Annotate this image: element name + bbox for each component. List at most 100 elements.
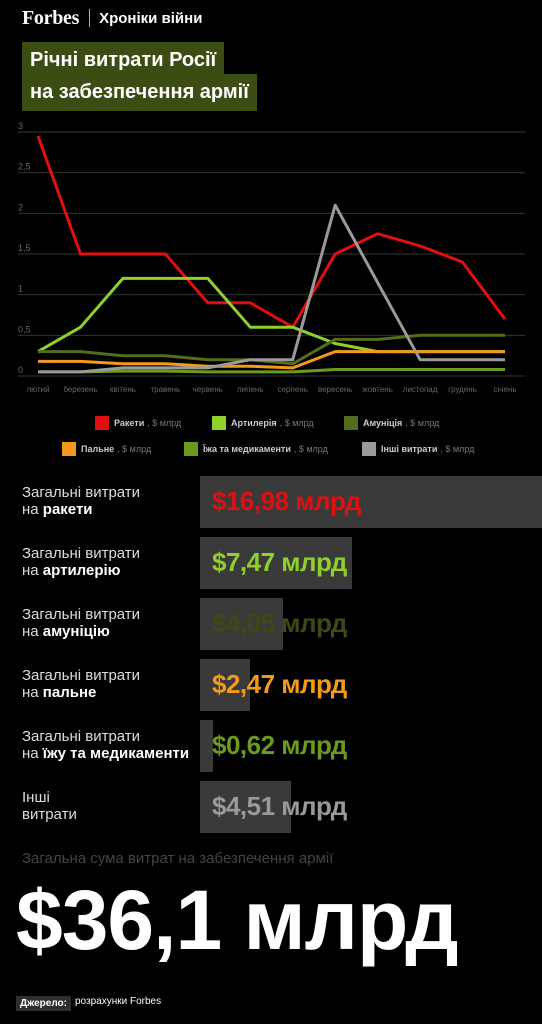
series-line <box>36 135 507 329</box>
legend-swatch <box>362 442 376 456</box>
x-tick-label: травень <box>150 385 180 394</box>
x-tick-label: червень <box>193 385 223 394</box>
total-row-label: Інші витрати <box>22 789 202 823</box>
y-tick-label: 1,5 <box>18 243 31 253</box>
total-row-label-line2: витрати <box>22 806 77 823</box>
total-row-label-line1: Загальні витрати <box>22 545 141 562</box>
grand-total-label: Загальна сума витрат на забезпечення арм… <box>22 850 334 867</box>
total-row-label: Загальні витрати на артилерію <box>22 545 202 579</box>
legend-item: Їжа та медикаменти, $ млрд <box>184 442 328 456</box>
title-line-1: Річні витрати Росії <box>30 49 217 71</box>
line-chart: 0 0,5 1 1,5 2 2,5 3 лютий березень квітень травень… <box>18 121 525 394</box>
title-line-2: на забезпечення армії <box>30 81 249 103</box>
legend-swatch <box>184 442 198 456</box>
total-row-label: Загальні витрати на ракети <box>22 484 202 518</box>
legend-item: Інші витрати, $ млрд <box>362 442 474 456</box>
x-tick-label: жовтень <box>362 385 392 394</box>
total-row-bar <box>200 537 352 589</box>
legend-unit: , $ млрд <box>117 444 152 454</box>
legend-swatch <box>62 442 76 456</box>
legend-item: Артилерія, $ млрд <box>212 416 314 430</box>
title-line-1-box: Річні витрати Росії <box>22 42 225 79</box>
y-tick-label: 2,5 <box>18 162 31 172</box>
section-title: Хроніки війни <box>99 9 203 27</box>
legend-swatch <box>212 416 226 430</box>
y-tick-label: 1 <box>18 284 23 294</box>
series-line <box>38 333 505 366</box>
total-row-label-line1: Загальні витрати <box>22 606 141 623</box>
total-row-value: $4,51 млрд <box>212 791 347 821</box>
legend-label: Ракети <box>114 418 145 428</box>
x-tick-label: листопад <box>403 385 438 394</box>
legend-item: Ракети, $ млрд <box>95 416 181 430</box>
total-row-label-line1: Загальні витрати <box>22 484 141 501</box>
x-tick-label: липень <box>237 385 264 394</box>
series-line <box>38 368 505 374</box>
legend-unit: , $ млрд <box>293 444 328 454</box>
total-row: Загальні витрати на амуніцію $4,05 млрд <box>22 598 532 650</box>
total-row-label-line2: на <box>22 684 43 701</box>
total-row: Загальні витрати на артилерію $7,47 млрд <box>22 537 532 589</box>
x-tick-label: серпень <box>278 385 308 394</box>
header: Forbes Хроніки війни <box>22 6 202 30</box>
legend-label: Амуніція <box>363 418 403 428</box>
series-line <box>38 350 505 370</box>
total-row-label-bold: пальне <box>42 684 97 701</box>
legend-unit: , $ млрд <box>147 418 182 428</box>
total-row: Загальні витрати на пальне $2,47 млрд <box>22 659 532 711</box>
y-tick-label: 3 <box>18 121 23 131</box>
legend-swatch <box>95 416 109 430</box>
y-tick-label: 2 <box>18 202 23 212</box>
y-tick-label: 0,5 <box>18 324 31 334</box>
total-row-label-line2: на <box>22 562 43 579</box>
x-tick-label: вересень <box>318 385 353 394</box>
brand-logo: Forbes <box>22 6 80 29</box>
total-row-label-line2: на <box>22 745 43 762</box>
title-line-2-box: на забезпечення армії <box>22 74 257 111</box>
total-row-bar <box>200 476 542 528</box>
total-row-value: $16,98 млрд <box>212 486 361 516</box>
total-row-bar <box>200 659 251 711</box>
total-row-label-bold: ракети <box>42 501 93 518</box>
x-tick-label: грудень <box>448 385 477 394</box>
legend-item: Пальне, $ млрд <box>62 442 151 456</box>
x-tick-label: лютий <box>26 385 49 394</box>
total-row-value: $4,05 млрд <box>212 608 347 638</box>
header-divider <box>89 9 91 27</box>
source-label: Джерело: <box>16 996 71 1011</box>
legend-item: Амуніція, $ млрд <box>344 416 439 430</box>
total-row-label-line2: на <box>22 501 43 518</box>
legend-label: Їжа та медикаменти <box>203 444 291 454</box>
x-tick-label: березень <box>63 385 97 394</box>
source-note: Джерело: розрахунки Forbes <box>16 996 161 1011</box>
grand-total-value: $36,1 млрд <box>16 873 459 967</box>
legend-unit: , $ млрд <box>405 418 440 428</box>
legend-label: Пальне <box>81 444 115 454</box>
y-tick-label: 0 <box>18 365 23 375</box>
legend-swatch <box>344 416 358 430</box>
x-tick-label: січень <box>494 385 517 394</box>
total-row-value: $2,47 млрд <box>212 669 347 699</box>
total-row-label-line1: Інші <box>22 789 50 806</box>
source-text: розрахунки Forbes <box>74 996 162 1007</box>
total-row-label-line2: на <box>22 623 43 640</box>
total-row: Загальні витрати на ракети $16,98 млрд <box>22 476 542 528</box>
total-row-value: $7,47 млрд <box>212 547 347 577</box>
total-row-label-line1: Загальні витрати <box>22 667 141 684</box>
total-row-bar <box>200 781 292 833</box>
total-row-label: Загальні витрати на їжу та медикаменти <box>22 728 202 762</box>
total-row-bar <box>200 720 213 772</box>
total-row-value: $0,62 млрд <box>212 730 347 760</box>
x-tick-label: квітень <box>110 385 136 394</box>
total-row-label-bold: їжу та медикаменти <box>42 745 190 762</box>
legend-label: Артилерія <box>231 418 277 428</box>
total-row-label-bold: артилерію <box>42 562 121 579</box>
series-line <box>38 203 505 374</box>
total-row-label: Загальні витрати на пальне <box>22 667 202 701</box>
legend-unit: , $ млрд <box>279 418 314 428</box>
total-row: Загальні витрати на їжу та медикаменти $0,… <box>22 720 532 772</box>
total-row-label-bold: амуніцію <box>42 623 110 640</box>
total-row-label-line1: Загальні витрати <box>22 728 141 745</box>
legend-unit: , $ млрд <box>440 444 475 454</box>
total-row-label: Загальні витрати на амуніцію <box>22 606 202 640</box>
